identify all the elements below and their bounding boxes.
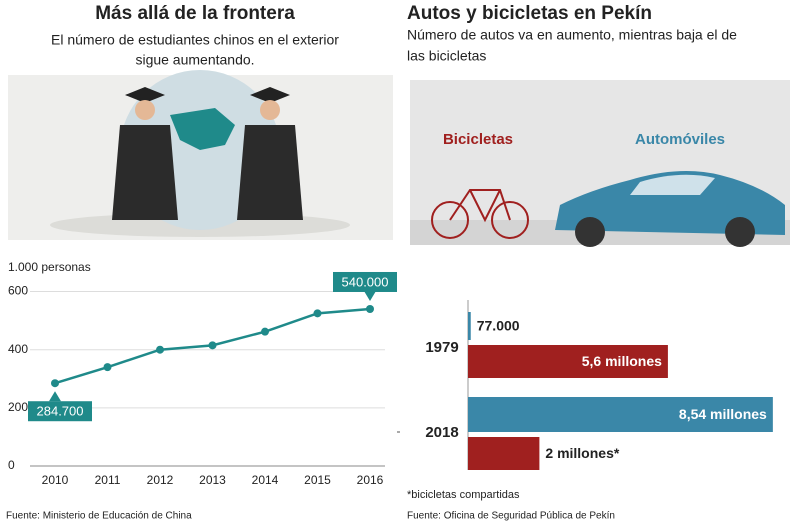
data-point (156, 345, 164, 354)
data-point (313, 309, 322, 318)
bar (468, 312, 471, 340)
bar (468, 345, 668, 378)
chart-title: Autos y bicicletas en Pekín (407, 3, 652, 24)
data-label: 5,6 millones (582, 353, 662, 369)
label-box (28, 401, 92, 422)
x-tick-label: 2011 (95, 473, 121, 487)
data-label: 8,54 millones (679, 406, 767, 422)
data-point (103, 363, 112, 372)
label-box (333, 271, 397, 292)
y-tick-label: 0 (8, 458, 15, 472)
chart-subtitle: El número de estudiantes chinos en el ex… (51, 32, 339, 48)
x-tick-label: 2012 (147, 473, 174, 487)
x-tick-label: 2013 (199, 473, 226, 487)
x-tick-label: 2014 (252, 473, 279, 487)
data-label: 2 millones* (545, 445, 619, 461)
label-pointer (364, 290, 376, 301)
graduates-illustration (8, 70, 393, 240)
x-tick-label: 2015 (304, 473, 331, 487)
x-tick-label: 2016 (357, 473, 384, 487)
chart-subtitle: sigue aumentando. (135, 52, 254, 68)
x-tick-label: 2010 (42, 473, 69, 487)
y-tick-label: 200 (8, 400, 28, 414)
data-label: 77.000 (477, 318, 520, 334)
category-label: 1979 (425, 339, 458, 356)
y-tick-label: 600 (8, 284, 28, 298)
vehicles-illustration (410, 80, 790, 247)
chart-title: Más allá de la frontera (95, 3, 295, 24)
data-point (261, 327, 269, 336)
source: Fuente: Oficina de Seguridad Pública de … (407, 511, 615, 522)
legend-label: Automóviles (635, 131, 725, 148)
category-label: 2018 (425, 424, 458, 441)
source: Fuente: Ministerio de Educación de China (6, 511, 192, 522)
chart-subtitle: las bicicletas (407, 48, 486, 64)
y-axis-label: 1.000 personas (8, 260, 91, 274)
bar (468, 397, 773, 432)
y-tick-label: 400 (8, 342, 28, 356)
data-point (51, 379, 59, 388)
data-label: 540.000 (342, 274, 389, 289)
legend-label: Bicicletas (443, 131, 513, 148)
bar (468, 437, 540, 470)
note: *bicicletas compartidas (407, 489, 520, 501)
data-point (366, 304, 374, 313)
label-pointer (49, 391, 61, 402)
chart-subtitle: Número de autos va en aumento, mientras … (407, 27, 737, 43)
data-label: 284.700 (37, 404, 84, 419)
data-point (208, 341, 217, 350)
